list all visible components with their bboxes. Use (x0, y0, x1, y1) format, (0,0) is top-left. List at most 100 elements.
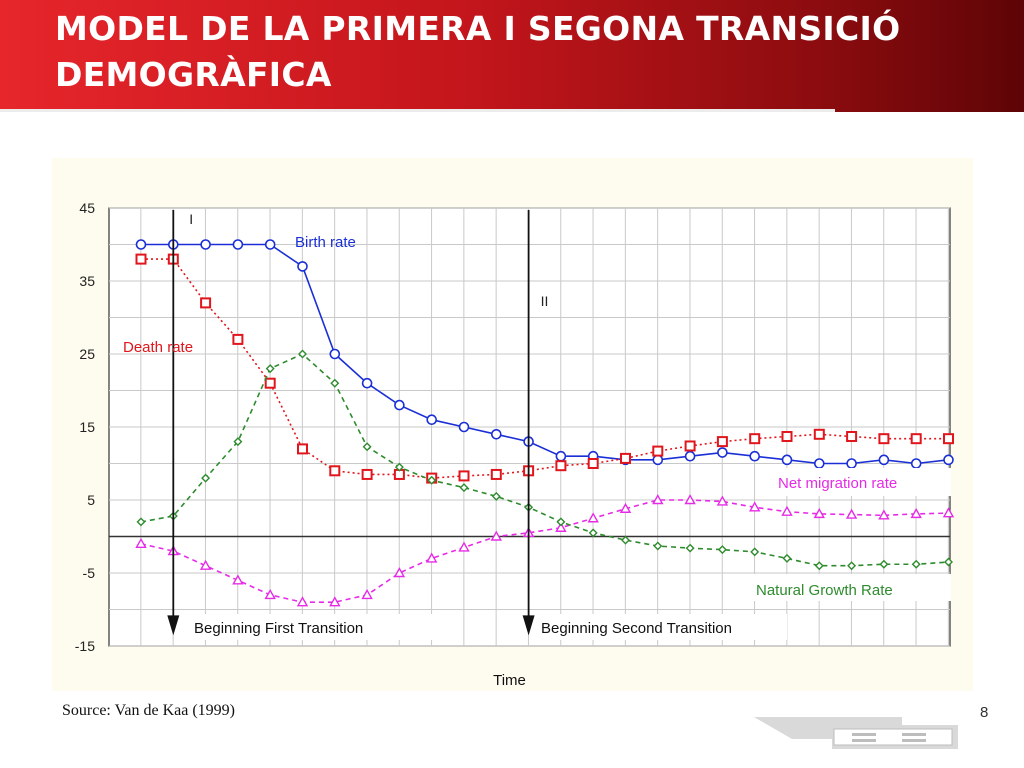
data-point-birth-rate (910, 458, 922, 469)
data-point-net-migration (781, 505, 793, 516)
data-point-natural-growth (879, 559, 889, 569)
data-point-net-migration (684, 494, 696, 505)
logo-icon (754, 717, 958, 749)
data-point-natural-growth (362, 442, 372, 452)
data-point-natural-growth (298, 349, 307, 359)
data-point-net-migration (458, 541, 470, 552)
data-point-birth-rate (135, 239, 147, 250)
source-note: Source: Van de Kaa (1999) (62, 702, 235, 719)
data-point-birth-rate (426, 414, 438, 426)
data-point-net-migration (845, 508, 858, 519)
title-divider (0, 109, 835, 112)
y-tick-label: 5 (87, 492, 95, 508)
data-point-death-rate (329, 465, 341, 477)
series-label-birth-rate: Birth rate (295, 234, 356, 251)
marker-first-label: I (189, 211, 193, 227)
label-backdrop (752, 574, 951, 601)
data-point-death-rate (652, 445, 664, 457)
data-point-birth-rate (717, 447, 728, 458)
data-point-natural-growth (136, 517, 146, 527)
data-point-death-rate (200, 297, 212, 309)
data-point-death-rate (620, 452, 631, 464)
data-point-death-rate (361, 468, 373, 480)
data-point-death-rate (264, 377, 276, 389)
data-point-net-migration (942, 507, 955, 518)
data-point-net-migration (587, 512, 599, 523)
data-point-death-rate (943, 433, 954, 445)
data-point-natural-growth (459, 483, 469, 493)
data-point-natural-growth (911, 559, 921, 569)
data-point-net-migration (749, 501, 761, 512)
data-point-birth-rate (264, 239, 276, 250)
data-point-birth-rate (458, 421, 470, 433)
data-point-natural-growth (685, 543, 695, 553)
data-point-death-rate (684, 440, 696, 452)
data-point-birth-rate (878, 454, 890, 466)
data-point-death-rate (846, 430, 858, 442)
first-transition-arrow-arrowhead (167, 615, 180, 636)
data-point-natural-growth (750, 547, 760, 557)
data-point-net-migration (361, 588, 373, 600)
data-point-natural-growth (653, 541, 663, 551)
data-point-death-rate (490, 468, 502, 480)
data-point-net-migration (329, 596, 341, 607)
data-point-natural-growth (330, 378, 340, 388)
y-tick-label: -5 (83, 565, 96, 581)
data-point-death-rate (910, 433, 922, 445)
data-point-birth-rate (490, 428, 502, 440)
data-point-death-rate (716, 436, 728, 448)
data-point-death-rate (555, 460, 567, 472)
data-point-birth-rate (943, 454, 954, 466)
data-point-natural-growth (847, 561, 857, 571)
first-transition-label: Beginning First Transition (194, 620, 363, 637)
data-point-net-migration (426, 552, 438, 563)
page-number: 8 (980, 704, 989, 721)
series-line-2 (140, 499, 949, 604)
data-point-birth-rate (394, 399, 405, 411)
data-point-birth-rate (781, 454, 793, 466)
data-point-net-migration (878, 509, 890, 520)
data-point-net-migration (296, 596, 309, 607)
x-axis-label: Time (493, 672, 526, 689)
data-point-natural-growth (717, 545, 727, 555)
data-point-natural-growth (944, 557, 953, 567)
data-point-natural-growth (588, 528, 598, 538)
data-point-natural-growth (265, 364, 275, 374)
data-point-net-migration (264, 588, 276, 600)
data-point-birth-rate (329, 348, 341, 360)
data-point-net-migration (232, 574, 244, 585)
second-transition-label: Beginning Second Transition (541, 620, 732, 637)
data-point-birth-rate (297, 261, 308, 272)
data-point-death-rate (813, 428, 825, 440)
data-point-net-migration (393, 567, 406, 578)
label-backdrop (773, 468, 951, 496)
data-point-net-migration (813, 507, 825, 519)
data-point-net-migration (490, 530, 502, 541)
data-point-death-rate (135, 253, 147, 265)
data-point-net-migration (555, 521, 567, 532)
data-point-net-migration (652, 494, 664, 505)
data-point-net-migration (619, 502, 632, 513)
data-point-natural-growth (394, 462, 404, 472)
data-point-natural-growth (814, 561, 824, 571)
data-point-death-rate (878, 433, 890, 445)
y-tick-label: 15 (79, 419, 95, 435)
data-point-natural-growth (621, 535, 630, 545)
data-point-natural-growth (782, 553, 792, 563)
data-point-natural-growth (427, 475, 437, 485)
y-tick-label: 45 (79, 200, 95, 216)
data-point-natural-growth (556, 517, 566, 527)
data-point-birth-rate (846, 458, 857, 469)
y-tick-label: -15 (75, 638, 95, 654)
title-bar (0, 0, 1024, 112)
slide-title: MODEL DE LA PRIMERA I SEGONA TRANSICIÓ D… (55, 9, 901, 94)
data-point-net-migration (716, 495, 729, 506)
data-point-birth-rate (555, 450, 567, 462)
marker-second-label: II (541, 293, 549, 309)
data-point-natural-growth (201, 473, 211, 483)
data-point-net-migration (910, 507, 922, 519)
data-point-natural-growth (233, 437, 243, 447)
data-point-birth-rate (652, 454, 664, 466)
data-point-death-rate (781, 430, 793, 442)
